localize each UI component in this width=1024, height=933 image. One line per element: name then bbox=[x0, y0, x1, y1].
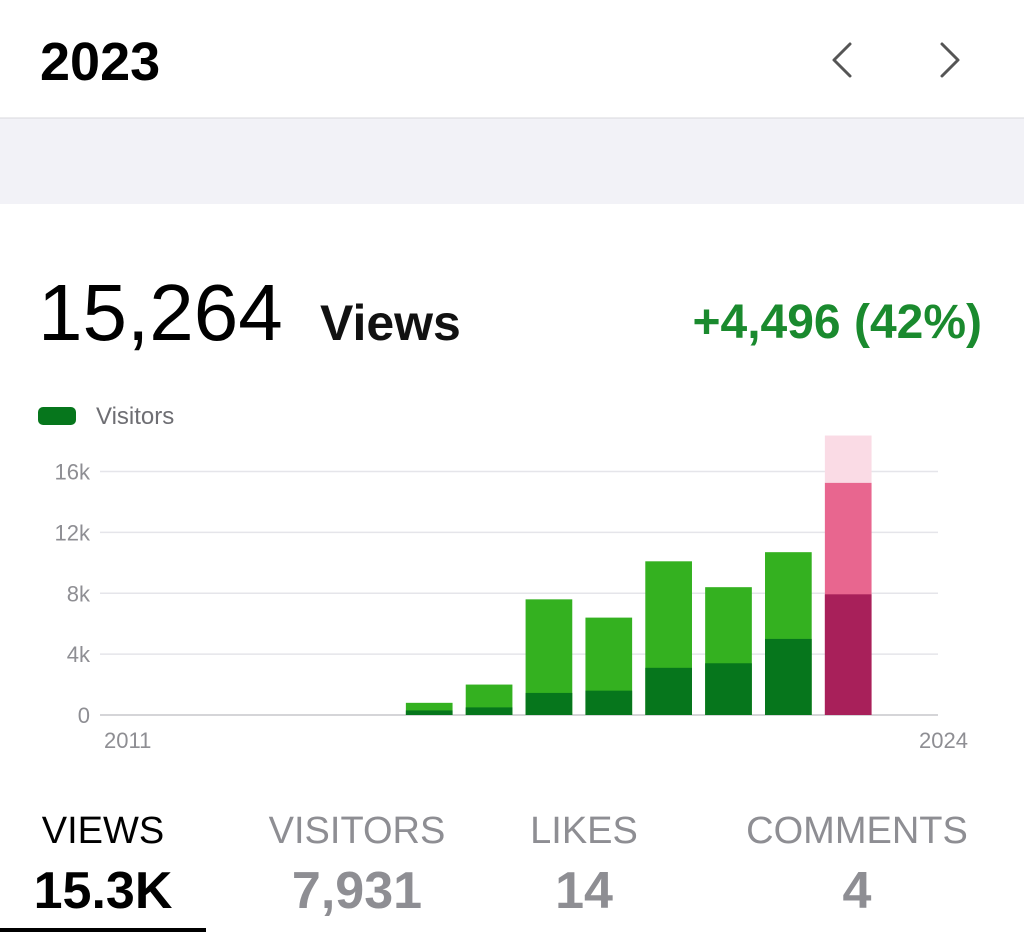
views-unit: Views bbox=[320, 295, 461, 351]
y-tick-label: 12k bbox=[55, 520, 91, 545]
views-change: +4,496 (42%) bbox=[692, 296, 982, 349]
tabs: VIEWS 15.3K VISITORS 7,931 LIKES 14 COMMENTS 4 bbox=[0, 810, 968, 932]
tab-label[interactable]: VISITORS bbox=[269, 810, 446, 852]
bar bbox=[765, 638, 812, 715]
bar bbox=[824, 594, 872, 715]
prev-button[interactable] bbox=[832, 42, 852, 78]
tab-value[interactable]: 4 bbox=[843, 862, 872, 920]
legend-swatch bbox=[38, 407, 76, 425]
bar bbox=[705, 663, 752, 715]
bar bbox=[525, 692, 573, 715]
tab-value[interactable]: 7,931 bbox=[292, 862, 422, 920]
chart: Visitors 0 4k 8k 12k 16k 2011 2024 bbox=[38, 403, 968, 753]
tab-underline bbox=[0, 928, 206, 932]
bar bbox=[585, 690, 633, 715]
y-tick-label: 4k bbox=[67, 642, 91, 667]
x-tick-label: 2024 bbox=[919, 728, 968, 753]
year-title: 2023 bbox=[40, 32, 160, 92]
views-total: 15,264 bbox=[38, 268, 283, 357]
legend-label: Visitors bbox=[96, 403, 174, 430]
tab-value[interactable]: 15.3K bbox=[34, 862, 173, 920]
y-tick-label: 8k bbox=[67, 581, 91, 606]
x-tick-label: 2011 bbox=[104, 728, 151, 753]
y-tick-label: 0 bbox=[78, 703, 90, 728]
header bbox=[0, 0, 1024, 118]
bar bbox=[405, 710, 453, 715]
tab-label[interactable]: VIEWS bbox=[42, 810, 164, 852]
bar bbox=[824, 435, 872, 483]
next-button[interactable] bbox=[940, 42, 960, 78]
tab-value[interactable]: 14 bbox=[555, 862, 613, 920]
bar bbox=[645, 667, 692, 715]
separator-band bbox=[0, 118, 1024, 204]
bar bbox=[465, 707, 513, 715]
tab-label[interactable]: COMMENTS bbox=[746, 810, 968, 852]
tab-label[interactable]: LIKES bbox=[530, 810, 638, 852]
y-tick-label: 16k bbox=[55, 460, 91, 485]
